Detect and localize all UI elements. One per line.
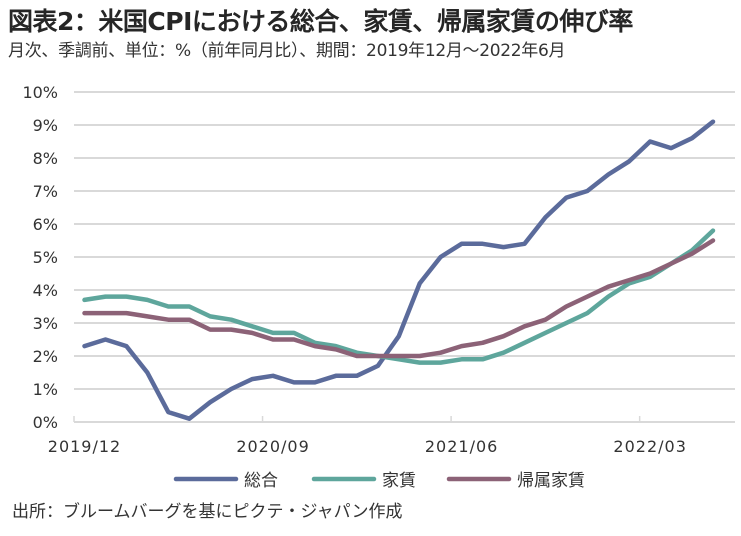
x-tick-label: 2022/03	[613, 437, 686, 456]
y-tick-label: 10%	[22, 83, 58, 102]
legend-item: 家賃	[311, 471, 416, 491]
y-tick-label: 9%	[33, 116, 58, 135]
y-tick-label: 3%	[33, 314, 58, 333]
series-line-0	[82, 119, 716, 421]
y-tick-label: 7%	[33, 182, 58, 201]
y-tick-label: 4%	[33, 281, 58, 300]
legend-item: 帰属家賃	[446, 471, 585, 491]
legend: 総合 家賃 帰属家賃	[173, 471, 585, 491]
y-tick-label: 6%	[33, 215, 58, 234]
y-tick-label: 5%	[33, 248, 58, 267]
x-axis: 2019/12 2020/09 2021/06 2022/03	[48, 416, 735, 456]
series-lines	[82, 119, 716, 421]
legend-item: 総合	[173, 471, 278, 491]
y-axis-ticks: 0% 1% 2% 3% 4% 5% 6% 7% 8% 9% 10%	[22, 83, 58, 432]
gridlines	[74, 91, 735, 390]
x-tick-label: 2020/09	[236, 437, 309, 456]
chart-title: 図表2：米国CPIにおける総合、家賃、帰属家賃の伸び率	[8, 7, 633, 36]
legend-label: 総合	[244, 471, 278, 491]
series-line-1	[82, 228, 716, 365]
y-tick-label: 2%	[33, 347, 58, 366]
legend-label: 家賃	[382, 471, 416, 491]
source-note: 出所：ブルームバーグを基にピクテ・ジャパン作成	[12, 502, 403, 522]
legend-label: 帰属家賃	[517, 471, 585, 491]
x-tick-label: 2019/12	[48, 437, 121, 456]
x-tick-label: 2021/06	[425, 437, 498, 456]
y-tick-label: 0%	[33, 413, 58, 432]
chart-subtitle: 月次、季調前、単位：%（前年同月比）、期間：2019年12月～2022年6月	[8, 41, 566, 61]
y-tick-label: 8%	[33, 149, 58, 168]
y-tick-label: 1%	[33, 380, 58, 399]
